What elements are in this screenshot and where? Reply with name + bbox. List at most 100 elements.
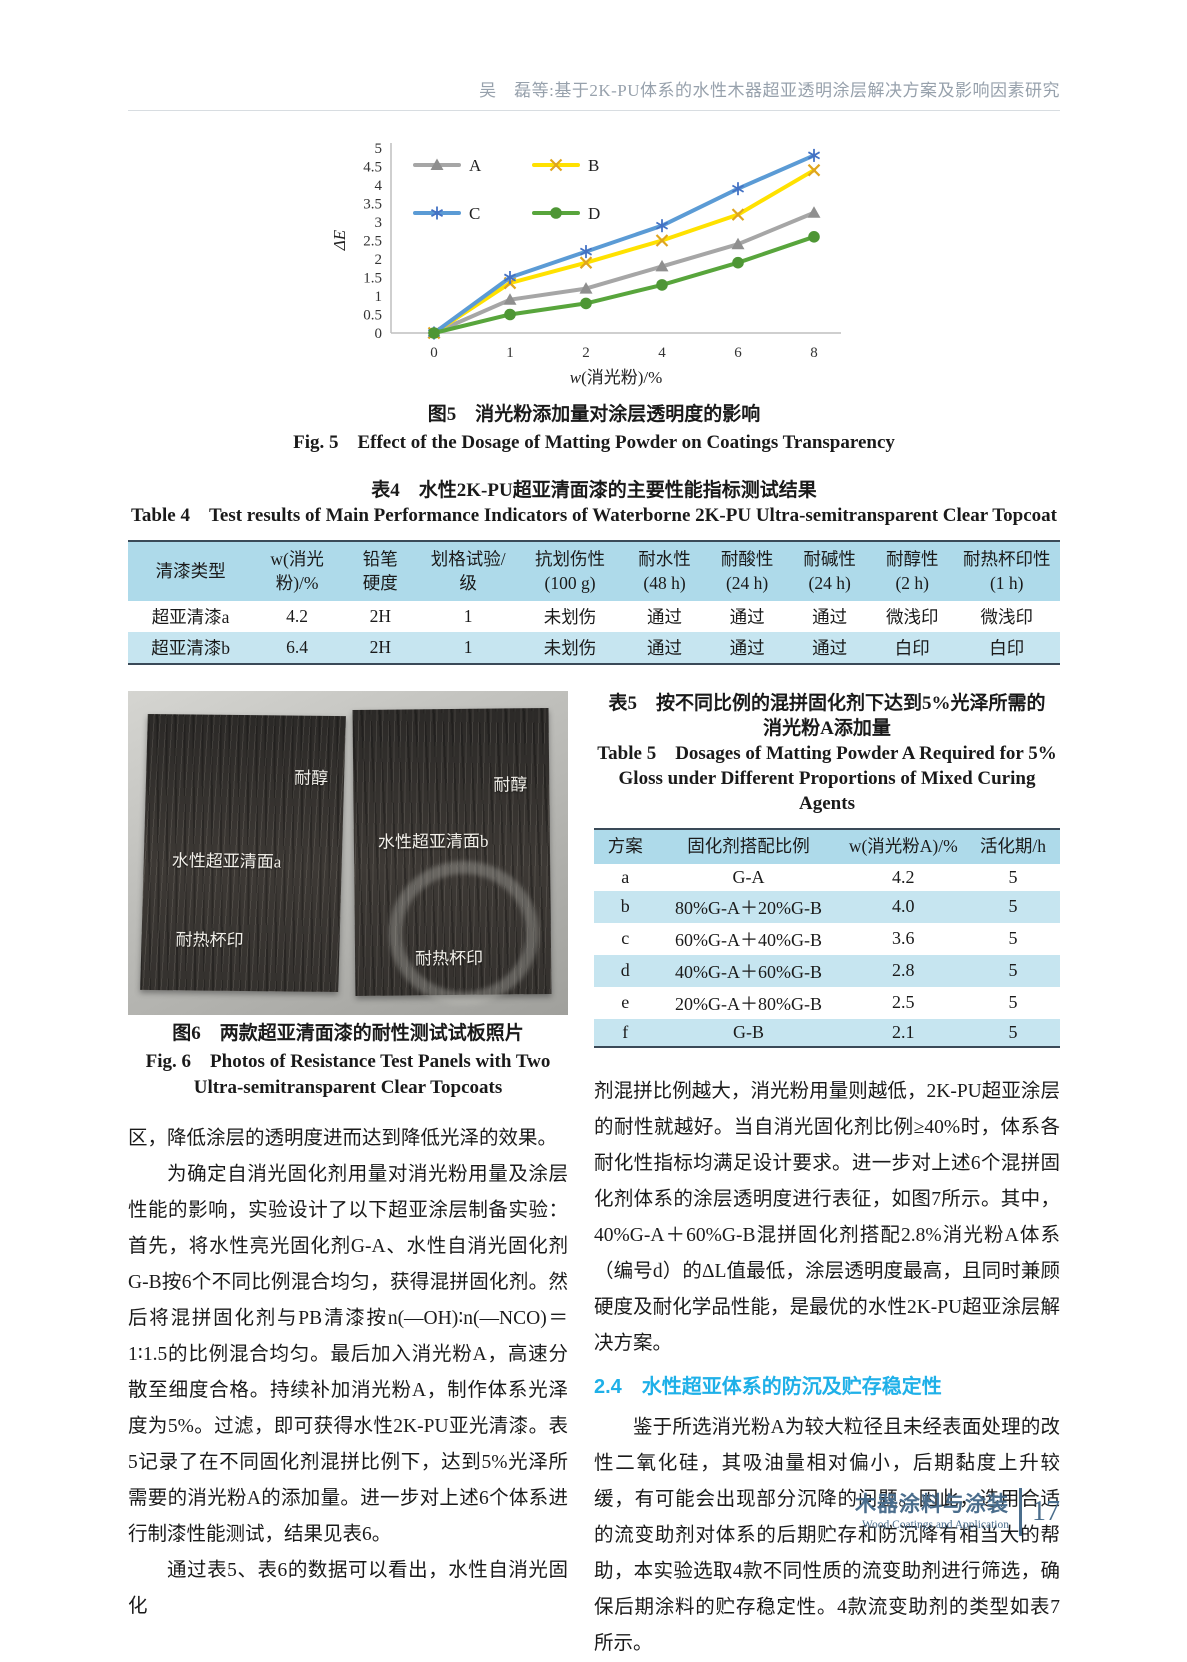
table-cell: 超亚清漆a (151, 607, 230, 628)
table-row: c 60%G-A＋40%G-B 3.6 5 (594, 923, 1060, 955)
svg-text:A: A (469, 156, 482, 175)
svg-text:2: 2 (375, 252, 383, 268)
table-cell: 微浅印 (980, 607, 1033, 628)
table-row: 超亚清漆a 4.2 2H 1 未划伤 通过 通过 通过 微浅印 微浅印 (128, 601, 1060, 632)
column-header: 耐热杯印性 (1 h) (953, 541, 1060, 602)
journal-name: 木器涂料与涂装 Wood Coatings and Application (855, 1493, 1019, 1532)
left-column-text: 区，降低涂层的透明度进而达到降低光泽的效果。 为确定自消光固化剂用量对消光粉用量及… (128, 1121, 568, 1625)
table-cell: b (594, 890, 657, 923)
figure6-photo: 耐醇 水性超亚清面a 耐热杯印 耐醇 水性超亚清面b 耐热杯印 (128, 691, 568, 1016)
table-row: f G-B 2.1 5 (594, 1018, 1060, 1047)
column-header: w(消光粉A)/% (840, 829, 967, 864)
table-cell: G-B (656, 1018, 841, 1047)
svg-text:1: 1 (506, 345, 514, 361)
table-cell: 通过 (623, 632, 706, 665)
paragraph: 通过表5、表6的数据可以看出，水性自消光固化 (128, 1560, 568, 1618)
panel-b-label-name: 水性超亚清面b (377, 831, 489, 853)
right-column-text-1: 剂混拼比例越大，消光粉用量则越低，2K-PU超亚涂层的耐性就越好。当自消光固化剂… (594, 1074, 1060, 1362)
table-cell: 2.8 (840, 954, 967, 987)
table4-title-en: Table 4 Test results of Main Performance… (131, 505, 1057, 526)
panel-b-label-alcohol: 耐醇 (493, 775, 528, 795)
table-cell: 未划伤 (543, 607, 597, 628)
svg-text:D: D (588, 204, 600, 223)
table-cell: 通过 (788, 632, 871, 665)
svg-text:3.5: 3.5 (363, 197, 382, 213)
table5: 方案 固化剂搭配比例 w(消光粉A)/% 活化期/h a G-A 4.2 5 b 80%G-A＋2… (594, 828, 1060, 1048)
table-cell: c (621, 928, 630, 949)
cup-ring-mark (388, 860, 540, 1006)
column-header: 耐碱性 (24 h) (788, 541, 871, 602)
column-header: 清漆类型 (128, 541, 254, 602)
table-cell: 5 (1008, 992, 1018, 1013)
column-header: 耐水性 (48 h) (623, 541, 706, 602)
paragraph: 剂混拼比例越大，消光粉用量则越低，2K-PU超亚涂层的耐性就越好。当自消光固化剂… (594, 1080, 1060, 1354)
table-row: 超亚清漆b 6.4 2H 1 未划伤 通过 通过 通过 白印 白印 (128, 632, 1060, 665)
running-title: 吴 磊等:基于2K-PU体系的水性木器超亚透明涂层解决方案及影响因素研究 (479, 81, 1060, 100)
table-cell: 2.1 (840, 1018, 967, 1047)
table-cell: a (621, 866, 630, 887)
table-cell: 60%G-A＋40%G-B (674, 929, 822, 950)
table5-title-en: Table 5 Dosages of Matting Powder A Requ… (597, 743, 1057, 815)
table-row: e 20%G-A＋80%G-B 2.5 5 (594, 987, 1060, 1019)
table-row: d 40%G-A＋60%G-B 2.8 5 (594, 954, 1060, 987)
svg-text:4.5: 4.5 (363, 160, 382, 176)
column-header: 活化期/h (966, 829, 1060, 864)
svg-text:2.5: 2.5 (363, 234, 382, 250)
svg-text:8: 8 (810, 345, 818, 361)
svg-text:2: 2 (582, 345, 590, 361)
table-cell: 未划伤 (516, 632, 624, 665)
svg-text:6: 6 (734, 345, 742, 361)
table4: 清漆类型 w(消光 粉)/% 铅笔 硬度 划格试验/ 级抗划伤性 (100 g) 耐水性… (128, 540, 1060, 666)
test-panel-a: 耐醇 水性超亚清面a 耐热杯印 (140, 714, 346, 993)
column-header: w(消光 粉)/% (253, 541, 342, 602)
paragraph: 为确定自消光固化剂用量对消光粉用量及涂层性能的影响，实验设计了以下超亚涂层制备实… (128, 1164, 568, 1546)
figure6-caption-cn: 图6 两款超亚清面漆的耐性测试试板照片 (172, 1023, 524, 1045)
right-column: 表5 按不同比例的混拼固化剂下达到5%光泽所需的 消光粉A添加量 Table 5… (594, 691, 1060, 1662)
svg-text:5: 5 (375, 141, 383, 157)
figure5-caption-cn: 图5 消光粉添加量对涂层透明度的影响 (427, 404, 761, 425)
svg-text:1: 1 (375, 289, 383, 305)
svg-text:C: C (469, 204, 480, 223)
panel-a-label-alcohol: 耐醇 (293, 768, 329, 789)
table-cell: 5 (966, 890, 1060, 923)
column-header: 铅笔 硬度 (341, 541, 420, 602)
figure5-line-chart: 0 0.5 1 1.5 2 2.5 3 3.5 4 4.5 5 0 1 2 4 6 8 w(消光粉)/% ΔE A B C… (330, 141, 841, 387)
svg-text:0: 0 (375, 326, 383, 342)
table-cell: d (594, 954, 657, 987)
table5-title-cn: 表5 按不同比例的混拼固化剂下达到5%光泽所需的 消光粉A添加量 (608, 693, 1046, 740)
table-cell: 2H (369, 606, 391, 627)
table-cell: G-A (732, 866, 765, 887)
footer-divider (1019, 1488, 1022, 1536)
table-cell: 2.5 (892, 992, 915, 1013)
table-row: a G-A 4.2 5 (594, 864, 1060, 891)
page-number: 17 (1032, 1496, 1060, 1527)
figure6-caption-en: Fig. 6 Photos of Resistance Test Panels … (145, 1051, 551, 1099)
panel-a-label-name: 水性超亚清面a (171, 851, 282, 872)
svg-text:1.5: 1.5 (363, 271, 382, 287)
table-cell: 微浅印 (885, 607, 939, 628)
table-cell: 4.2 (286, 606, 309, 627)
table-cell: 40%G-A＋60%G-B (656, 954, 841, 987)
table-cell: 1 (419, 632, 517, 665)
table-cell: 6.4 (253, 632, 342, 665)
svg-text:4: 4 (375, 178, 383, 194)
figure5-caption-en: Fig. 5 Effect of the Dosage of Matting P… (293, 432, 895, 453)
table4-title-cn: 表4 水性2K-PU超亚清面漆的主要性能指标测试结果 (371, 480, 817, 501)
svg-text:4: 4 (658, 345, 666, 361)
figure5-chart-container: 0 0.5 1 1.5 2 2.5 3 3.5 4 4.5 5 0 1 2 4 6 8 w(消光粉)/% ΔE A B C… (329, 133, 859, 396)
column-header: 划格试验/ 级 (419, 541, 517, 602)
svg-text:0: 0 (430, 345, 438, 361)
table-cell: 3.6 (892, 928, 915, 949)
table-cell: 白印 (953, 632, 1060, 665)
table-row: b 80%G-A＋20%G-B 4.0 5 (594, 890, 1060, 923)
panel-a-label-heatcup: 耐热杯印 (175, 930, 244, 951)
table-cell: 4.2 (892, 866, 915, 887)
svg-text:0.5: 0.5 (363, 308, 382, 324)
table-cell: 20%G-A＋80%G-B (674, 993, 822, 1014)
table-cell: 通过 (705, 632, 789, 665)
svg-text:ΔE: ΔE (330, 229, 349, 251)
panel-b-label-heatcup: 耐热杯印 (415, 948, 484, 969)
page-footer: 木器涂料与涂装 Wood Coatings and Application 17 (855, 1488, 1060, 1536)
journal-name-cn: 木器涂料与涂装 (855, 1492, 1009, 1516)
table-cell: 2H (341, 632, 420, 665)
